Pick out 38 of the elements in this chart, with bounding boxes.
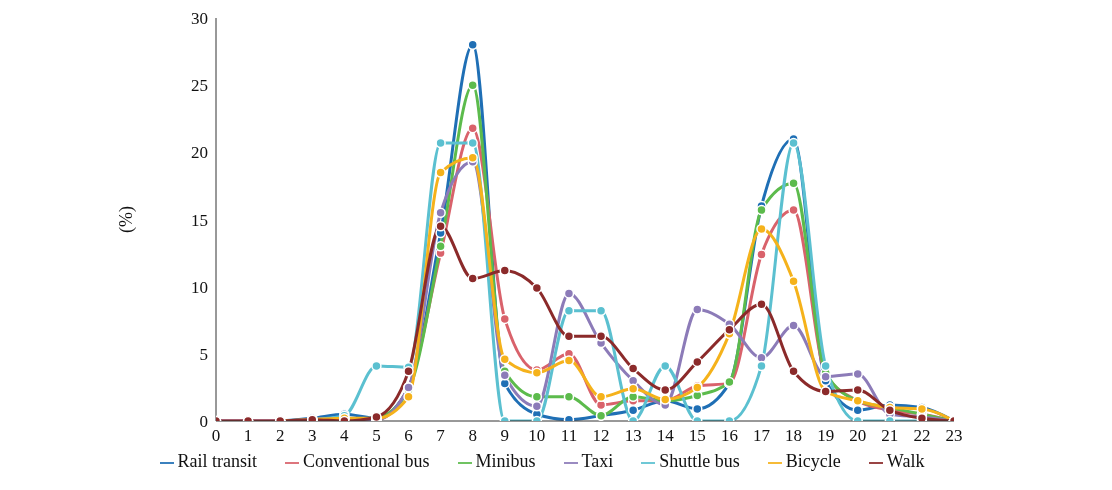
x-tick-label: 18	[785, 426, 803, 446]
y-tick-label: 30	[191, 9, 208, 29]
x-tick-label: 4	[340, 426, 350, 446]
x-tick-label: 6	[404, 426, 413, 446]
x-tick-label: 13	[624, 426, 642, 446]
x-tick-label: 17	[752, 426, 771, 446]
x-tick-label: 10	[528, 426, 546, 446]
legend-label: Shuttle bus	[659, 451, 740, 471]
legend-label: Taxi	[581, 451, 614, 471]
x-tick-label: 20	[849, 426, 867, 446]
x-tick-label: 11	[560, 426, 578, 446]
x-tick-label: 16	[720, 426, 738, 446]
legend-label: Rail transit	[177, 451, 258, 471]
y-tick-label: 5	[199, 344, 208, 364]
x-tick-label: 7	[436, 426, 446, 446]
legend-label: Bicycle	[785, 451, 841, 471]
x-tick-label: 9	[500, 426, 510, 446]
y-tick-label: 15	[191, 210, 208, 230]
x-tick-label: 19	[817, 426, 835, 446]
x-tick-label: 23	[945, 426, 963, 446]
y-tick-label: 25	[191, 76, 208, 96]
x-tick-label: 5	[372, 426, 381, 446]
x-tick-label: 8	[468, 426, 477, 446]
x-tick-label: 22	[913, 426, 931, 446]
x-tick-label: 15	[688, 426, 706, 446]
x-tick-label: 3	[308, 426, 317, 446]
legend-label: Walk	[886, 451, 925, 471]
legend-label: Minibus	[475, 451, 536, 471]
y-tick-label: 20	[191, 143, 208, 163]
x-tick-label: 1	[243, 426, 253, 446]
x-tick-label: 2	[275, 426, 285, 446]
y-tick-label: 10	[191, 277, 208, 297]
y-tick-label: 0	[199, 412, 208, 432]
x-tick-label: 21	[881, 426, 899, 446]
x-tick-label: 14	[656, 426, 675, 446]
legend-label: Conventional bus	[303, 451, 430, 471]
y-axis-title: (%)	[116, 206, 138, 233]
x-tick-label: 12	[592, 426, 610, 446]
